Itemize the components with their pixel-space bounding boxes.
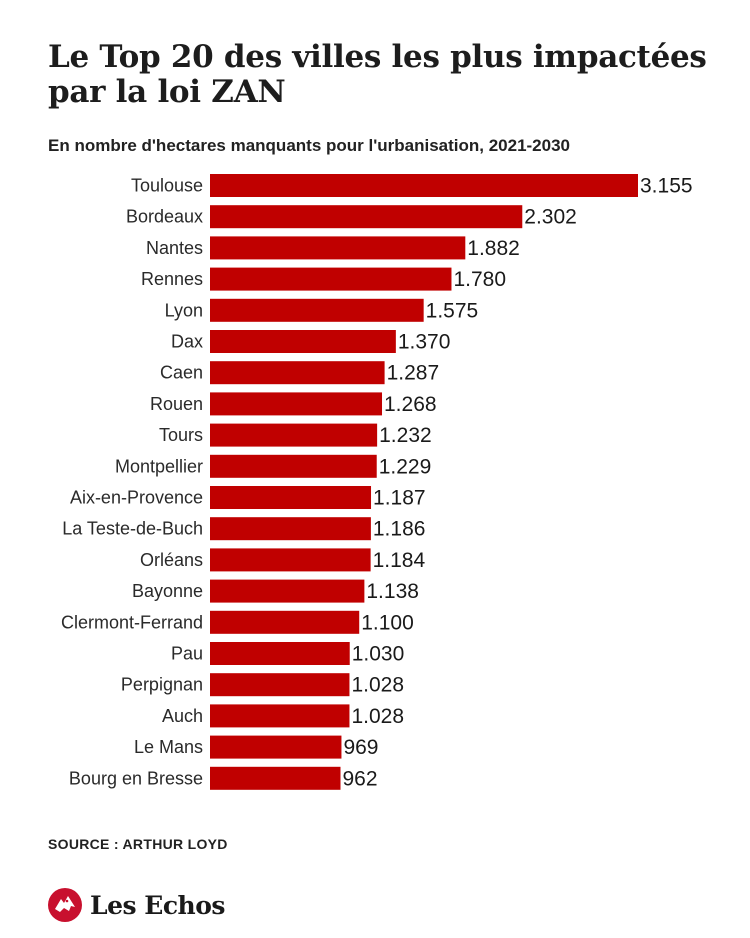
category-label: Nantes: [146, 238, 203, 258]
category-label: Lyon: [165, 300, 203, 320]
category-label: Aix-en-Provence: [70, 488, 203, 508]
value-label: 1.028: [351, 674, 404, 697]
bar: [210, 735, 342, 759]
value-label: 2.302: [524, 206, 577, 229]
bar: [210, 579, 365, 603]
category-label: Tours: [159, 425, 203, 445]
category-label: La Teste-de-Buch: [62, 519, 203, 539]
value-label: 1.882: [467, 237, 520, 260]
value-label: 3.155: [640, 175, 693, 198]
value-label: 1.287: [387, 362, 440, 385]
value-label: 1.184: [373, 549, 426, 572]
bar: [210, 610, 360, 634]
category-label: Pau: [171, 644, 203, 664]
bar: [210, 392, 383, 416]
bar: [210, 205, 523, 229]
bar: [210, 423, 378, 447]
value-label: 969: [343, 736, 378, 759]
value-label: 1.138: [366, 580, 419, 603]
value-label: 1.028: [351, 705, 404, 728]
brand-name: Les Echos: [90, 890, 225, 920]
value-label: 1.030: [352, 643, 405, 666]
bar: [210, 267, 452, 291]
value-label: 1.186: [373, 518, 426, 541]
value-label: 1.232: [379, 424, 432, 447]
bar: [210, 361, 385, 385]
bar: [210, 486, 372, 509]
bar: [210, 236, 466, 260]
category-label: Dax: [171, 332, 203, 352]
chart-title: Le Top 20 des villes les plus impactées …: [48, 39, 707, 110]
value-label: 962: [343, 767, 378, 790]
category-label: Auch: [162, 706, 203, 726]
category-label: Toulouse: [131, 176, 203, 196]
category-label: Caen: [160, 363, 203, 383]
value-label: 1.100: [361, 611, 414, 634]
value-label: 1.575: [426, 299, 479, 322]
bar: [210, 673, 350, 697]
category-label: Rennes: [141, 269, 203, 289]
value-label: 1.780: [453, 268, 506, 291]
bar: [210, 454, 377, 478]
value-label: 1.187: [373, 487, 426, 510]
category-label: Orléans: [140, 550, 203, 570]
value-label: 1.370: [398, 331, 451, 354]
category-label: Bourg en Bresse: [69, 768, 203, 788]
bar: [210, 330, 396, 353]
source-note: SOURCE : ARTHUR LOYD: [48, 836, 228, 852]
category-label: Bayonne: [132, 581, 203, 601]
bar: [210, 766, 341, 790]
chart-subtitle: En nombre d'hectares manquants pour l'ur…: [48, 136, 571, 155]
category-label: Bordeaux: [126, 207, 203, 227]
les-echos-logo: Les Echos: [48, 887, 225, 923]
value-label: 1.229: [379, 455, 432, 478]
bar: [210, 704, 350, 728]
category-label: Montpellier: [115, 456, 203, 476]
les-echos-emblem-icon: [48, 888, 82, 922]
category-label: Clermont-Ferrand: [61, 612, 203, 632]
bar: [210, 174, 638, 197]
value-label: 1.268: [384, 393, 437, 416]
bar: [210, 642, 350, 665]
category-label: Rouen: [150, 394, 203, 414]
bar: [210, 517, 371, 541]
bar: [210, 298, 424, 322]
bar: [210, 548, 371, 572]
category-label: Le Mans: [134, 737, 203, 757]
bar-chart: Toulouse 3.155 Bordeaux 2.302 Nantes 1.882 Ren…: [61, 174, 693, 790]
category-label: Perpignan: [121, 675, 203, 695]
